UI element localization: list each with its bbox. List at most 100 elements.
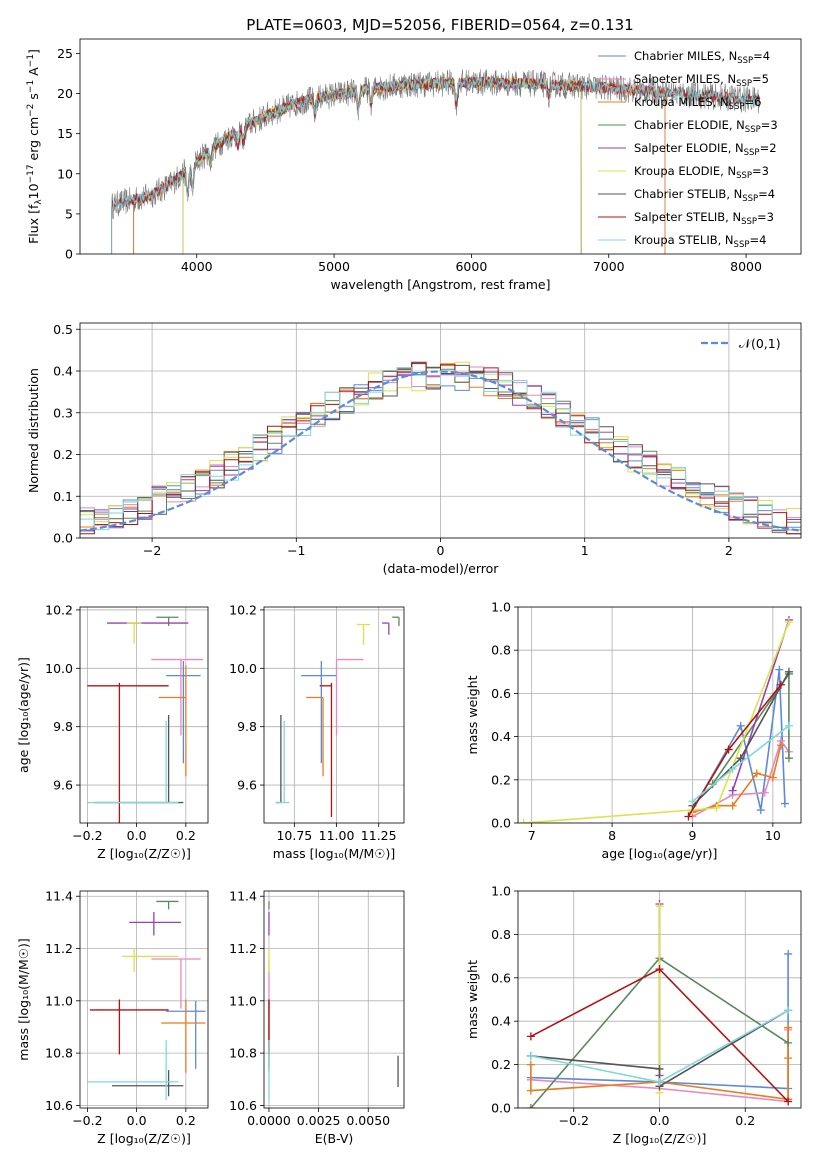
- weight-marker-kroupa_miles: [784, 1054, 793, 1063]
- model-line-kroupa_stelib: [111, 76, 760, 254]
- y-tick-label: 0.4: [53, 364, 73, 379]
- y-tick-label: 11.2: [229, 941, 257, 956]
- panel-residuals: −2 −1 0 1 2 0.0 0.1 0.2 0.3 0.4 0.5 (data-model)/er…: [26, 322, 802, 576]
- weight-marker-chabrier_elodie: [526, 1104, 535, 1108]
- plot-area-residuals: [80, 323, 801, 538]
- axes-frame: [263, 890, 405, 1109]
- weight-marker-chabrier_stelib: [736, 754, 745, 763]
- weight-marker-chabrier_elodie: [784, 754, 793, 763]
- panel-weight_vs_age: 7 8 9 10 0.0 0.2 0.4 0.6 0.8 1.0 age [log₁₀(age/yr…: [465, 600, 802, 861]
- y-tick-label: 9.6: [53, 778, 73, 793]
- panel-age_vs_Z: −0.2 0.0 0.2 9.6 9.8 10.0 10.2 Z [log₁₀(Z/Z☉)] a…: [16, 602, 209, 861]
- y-tick-label: 0.2: [491, 772, 511, 787]
- weight-marker-salpeter_stelib: [655, 965, 664, 974]
- x-tick-label: 7000: [593, 259, 625, 274]
- legend-entry-kroupa_elodie: Kroupa ELODIE, NSSP=3: [634, 164, 769, 181]
- x-tick-label: 11.25: [361, 828, 397, 843]
- x-tick-label: 0.2: [176, 1113, 196, 1128]
- x-tick-label: 0: [437, 543, 445, 558]
- model-line-kroupa_miles: [133, 76, 666, 254]
- x-tick-label: 0.0025: [297, 1113, 341, 1128]
- plot-area-weight_vs_age: [518, 607, 801, 823]
- plot-area-weight_vs_Z: [518, 891, 801, 1108]
- x-tick-label: −0.2: [72, 828, 102, 843]
- panel-spectrum: 4000 5000 6000 7000 8000 0 5 10 15 20 25 wavelength…: [26, 38, 802, 292]
- axes-frame: [79, 38, 802, 255]
- histogram-salpeter_stelib: [80, 361, 801, 538]
- panel-mass_vs_ebv: 0.0000 0.0025 0.0050 10.6 10.8 11.0 11.2 11.4 E(…: [229, 889, 405, 1146]
- x-tick-label: 0.2: [735, 1113, 755, 1128]
- x-tick-label: 5000: [318, 259, 350, 274]
- x-tick-label: 8: [608, 828, 616, 843]
- model-line-chabrier_elodie: [182, 76, 582, 254]
- weight-marker-kroupa_miles: [526, 1086, 535, 1095]
- weight-marker-kroupa_stelib: [526, 1051, 535, 1060]
- y-tick-label: 0.2: [53, 447, 73, 462]
- weight-marker-salpeter_stelib: [684, 812, 693, 821]
- y-tick-label: 0.6: [491, 686, 511, 701]
- legend-entry-chabrier_miles: Chabrier MILES, NSSP=4: [634, 49, 770, 66]
- weight-line-chabrier_miles: [530, 953, 789, 1090]
- weight-marker-kroupa_elodie: [655, 902, 664, 911]
- x-axis-label: age [log₁₀(age/yr)]: [602, 846, 718, 861]
- panel-age_vs_mass: 10.75 11.00 11.25 9.6 9.8 10.0 10.2 mass [log₁₀…: [229, 602, 405, 861]
- x-tick-label: 8000: [730, 259, 762, 274]
- axes-frame: [79, 606, 209, 824]
- weight-marker-salpeter_elodie: [728, 786, 737, 795]
- y-tick-label: 10.0: [45, 661, 73, 676]
- weight-marker-salpeter_stelib: [784, 1097, 793, 1106]
- histogram-kroupa_stelib: [80, 367, 801, 538]
- x-tick-label: −2: [143, 543, 161, 558]
- y-tick-label: 10.8: [229, 1046, 257, 1061]
- axes-frame: [263, 606, 405, 824]
- y-tick-label: 0.0: [491, 816, 511, 831]
- panels: 4000 5000 6000 7000 80000510152025wavelength…: [16, 38, 802, 1146]
- y-tick-label: 0.0: [53, 531, 73, 546]
- x-tick-label: 2: [725, 543, 733, 558]
- y-tick-label: 0.3: [53, 405, 73, 420]
- plot-area-spectrum: [111, 69, 760, 254]
- y-tick-label: 11.2: [45, 941, 73, 956]
- weight-marker-kroupa_miles: [728, 801, 737, 810]
- y-tick-label: 10.2: [45, 602, 73, 617]
- weight-marker-chabrier_miles: [736, 721, 745, 730]
- x-tick-label: −1: [287, 543, 305, 558]
- weight-marker-chabrier_stelib: [655, 1064, 664, 1073]
- x-tick-label: 11.00: [319, 828, 355, 843]
- y-tick-label: 0.2: [491, 1057, 511, 1072]
- weight-marker-salpeter_stelib: [724, 745, 733, 754]
- legend-entry-normal: 𝒩(0,1): [739, 336, 781, 351]
- weight-marker-chabrier_miles: [756, 806, 765, 815]
- weight-marker-kroupa_elodie: [784, 618, 793, 627]
- x-tick-label: 0.2: [176, 828, 196, 843]
- y-tick-label: 9.6: [237, 778, 257, 793]
- y-tick-label: 0.0: [491, 1101, 511, 1116]
- x-axis-label: (data-model)/error: [383, 561, 500, 576]
- weight-marker-kroupa_stelib: [728, 765, 737, 773]
- weight-marker-kroupa_stelib: [784, 1006, 793, 1015]
- model-line-salpeter_elodie: [182, 75, 582, 254]
- x-tick-label: 0.0: [127, 828, 147, 843]
- weight-marker-kroupa_miles: [752, 769, 761, 778]
- y-tick-label: 0.8: [491, 643, 511, 658]
- x-tick-label: 0.0000: [247, 1113, 291, 1128]
- x-axis-label: E(B-V): [315, 1131, 354, 1146]
- plot-area-mass_vs_ebv: [264, 891, 404, 1108]
- y-tick-label: 10.8: [45, 1046, 73, 1061]
- x-tick-label: 0.0: [127, 1113, 147, 1128]
- x-tick-label: 6000: [455, 259, 487, 274]
- legend-entry-salpeter_elodie: Salpeter ELODIE, NSSP=2: [634, 141, 777, 158]
- x-axis-label: Z [log₁₀(Z/Z☉)]: [97, 846, 191, 861]
- model-line-chabrier_miles: [133, 75, 666, 254]
- x-tick-label: 0.0050: [346, 1113, 390, 1128]
- x-tick-label: 9: [688, 828, 696, 843]
- y-tick-label: 10: [57, 166, 73, 181]
- plot-area-age_vs_Z: [80, 607, 208, 823]
- x-tick-label: 10: [765, 828, 781, 843]
- x-axis-label: mass [log₁₀(M/M☉)]: [273, 846, 395, 861]
- y-tick-label: 10.6: [45, 1098, 73, 1113]
- y-tick-label: 9.8: [53, 719, 73, 734]
- y-tick-label: 1.0: [491, 884, 511, 899]
- legend-entry-chabrier_elodie: Chabrier ELODIE, NSSP=3: [634, 118, 778, 135]
